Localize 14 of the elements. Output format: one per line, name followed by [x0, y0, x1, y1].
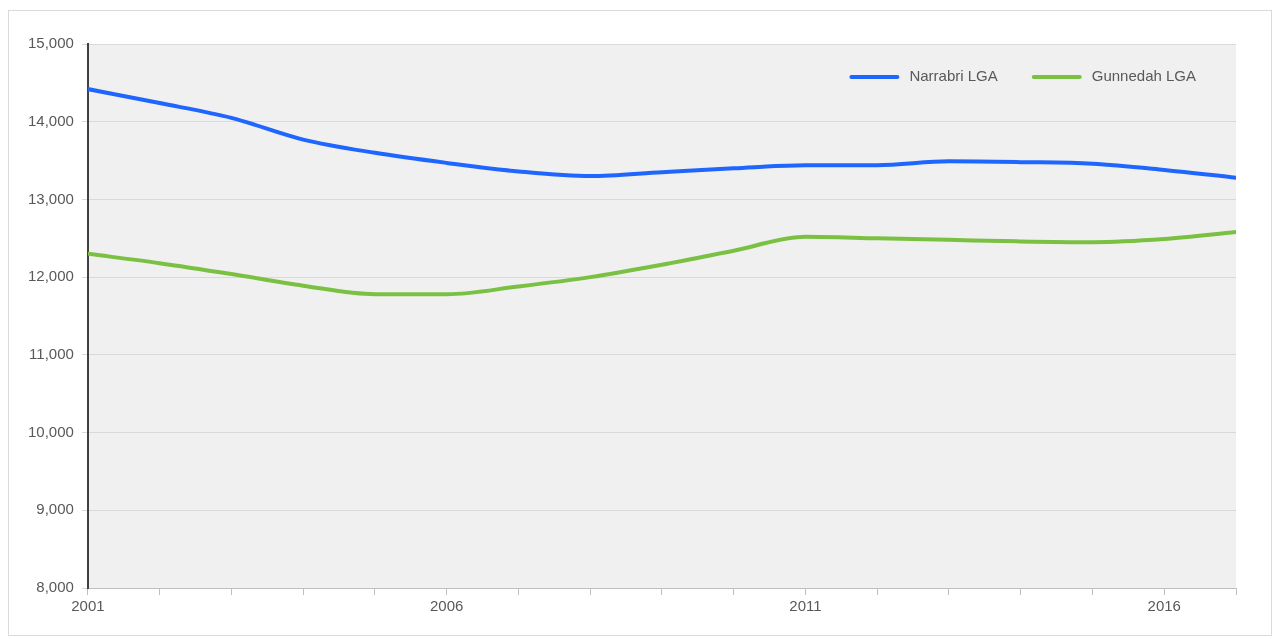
y-tick-label: 10,000: [27, 422, 74, 440]
y-tick-label: 12,000: [27, 267, 74, 285]
y-tick-label: 11,000: [29, 345, 74, 362]
x-tick-label: 2016: [1147, 597, 1181, 615]
y-tick-label: 8,000: [36, 578, 74, 596]
y-tick-label: 15,000: [27, 34, 74, 52]
y-tick-label: 13,000: [27, 189, 74, 207]
x-tick-label: 2001: [71, 597, 105, 615]
y-tick-label: 9,000: [36, 500, 74, 518]
x-tick-label: 2011: [789, 597, 822, 615]
x-tick-label: 2006: [429, 597, 464, 615]
legend-label: Narrabri LGA: [909, 67, 998, 85]
y-tick-label: 14,000: [27, 111, 74, 129]
legend-label: Gunnedah LGA: [1091, 67, 1196, 85]
